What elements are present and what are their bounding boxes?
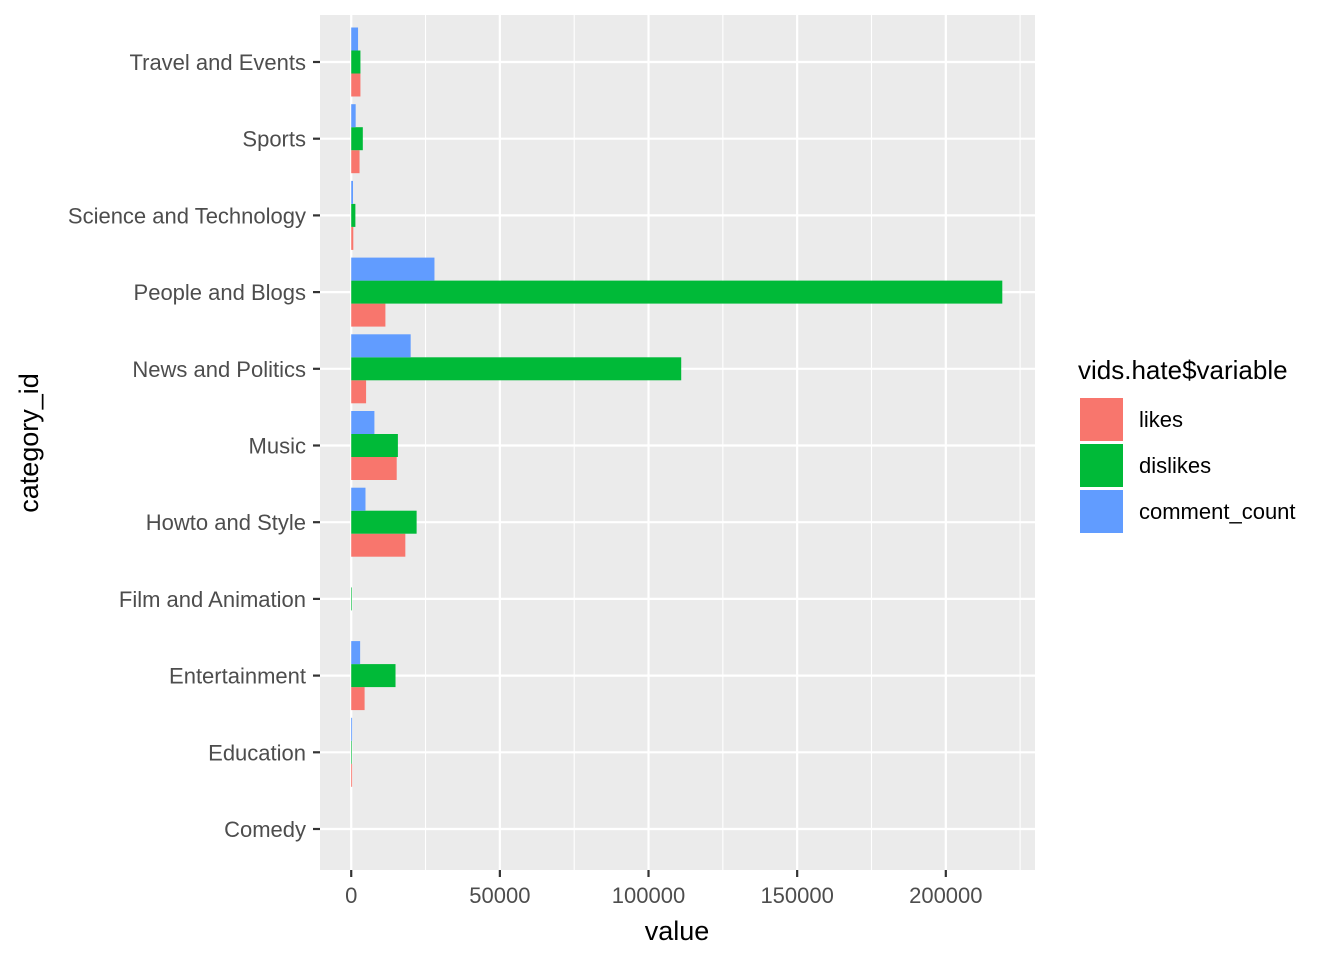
bar-likes-music — [351, 457, 397, 480]
x-tick-label: 0 — [345, 883, 357, 908]
legend-title: vids.hate$variable — [1078, 355, 1288, 385]
bar-comment-count-music — [351, 411, 375, 434]
legend: vids.hate$variable likes dislikes comment_… — [1078, 355, 1296, 533]
bars — [351, 27, 1003, 787]
y-tick-label: People and Blogs — [134, 280, 306, 305]
bar-comment-count-news-and-politics — [351, 334, 411, 358]
bar-dislikes-entertainment — [351, 664, 396, 688]
y-tick-label: Education — [208, 740, 306, 765]
y-tick-label: Travel and Events — [130, 50, 307, 75]
legend-label-comment-count: comment_count — [1139, 499, 1296, 524]
bar-dislikes-education — [351, 740, 352, 764]
panel-background — [320, 15, 1035, 870]
x-tick-label: 200000 — [909, 883, 982, 908]
bar-likes-science-and-technology — [351, 226, 354, 250]
bar-comment-count-travel-and-events — [351, 27, 359, 51]
bar-dislikes-news-and-politics — [351, 357, 682, 381]
bar-comment-count-howto-and-style — [351, 487, 366, 511]
x-tick-label: 100000 — [612, 883, 685, 908]
bar-likes-education — [351, 763, 353, 787]
bar-likes-people-and-blogs — [351, 303, 386, 327]
bar-dislikes-howto-and-style — [351, 510, 417, 534]
legend-key-likes — [1080, 398, 1123, 441]
legend-items: likes dislikes comment_count — [1080, 398, 1296, 533]
bar-likes-travel-and-events — [351, 73, 361, 97]
legend-key-dislikes — [1080, 444, 1123, 487]
bar-comment-count-sports — [351, 104, 356, 128]
bar-dislikes-travel-and-events — [351, 50, 361, 74]
y-tick-label: Sports — [242, 127, 306, 152]
y-tick-label: Science and Technology — [68, 203, 306, 228]
bar-comment-count-education — [351, 717, 353, 741]
bar-comment-count-entertainment — [351, 641, 361, 665]
bar-dislikes-music — [351, 434, 398, 457]
grid-minor — [424, 15, 1021, 870]
x-axis-label: value — [645, 916, 710, 946]
y-tick-label: Film and Animation — [119, 587, 306, 612]
bar-likes-sports — [351, 150, 360, 174]
y-tick-label: Music — [249, 434, 306, 459]
bar-comment-count-science-and-technology — [351, 180, 353, 204]
x-tick-label: 150000 — [760, 883, 833, 908]
y-axis-label: category_id — [14, 373, 44, 513]
bar-likes-howto-and-style — [351, 533, 406, 557]
bar-dislikes-science-and-technology — [351, 203, 356, 227]
legend-key-comment-count — [1080, 490, 1123, 533]
bar-dislikes-people-and-blogs — [351, 280, 1003, 304]
legend-label-likes: likes — [1139, 407, 1183, 432]
y-tick-label: Comedy — [224, 817, 306, 842]
y-axis: Comedy Education Entertainment Film and Ani… — [68, 50, 320, 842]
bar-likes-news-and-politics — [351, 380, 367, 404]
y-tick-label: News and Politics — [132, 357, 306, 382]
bar-dislikes-sports — [351, 127, 363, 151]
bar-dislikes-film-and-animation — [351, 587, 352, 611]
x-tick-label: 50000 — [469, 883, 530, 908]
x-axis: 0 50000 100000 150000 200000 — [345, 870, 983, 908]
y-tick-label: Entertainment — [169, 664, 306, 689]
bar-comment-count-people-and-blogs — [351, 257, 435, 281]
legend-label-dislikes: dislikes — [1139, 453, 1211, 478]
bar-likes-entertainment — [351, 687, 365, 711]
y-tick-label: Howto and Style — [146, 510, 306, 535]
